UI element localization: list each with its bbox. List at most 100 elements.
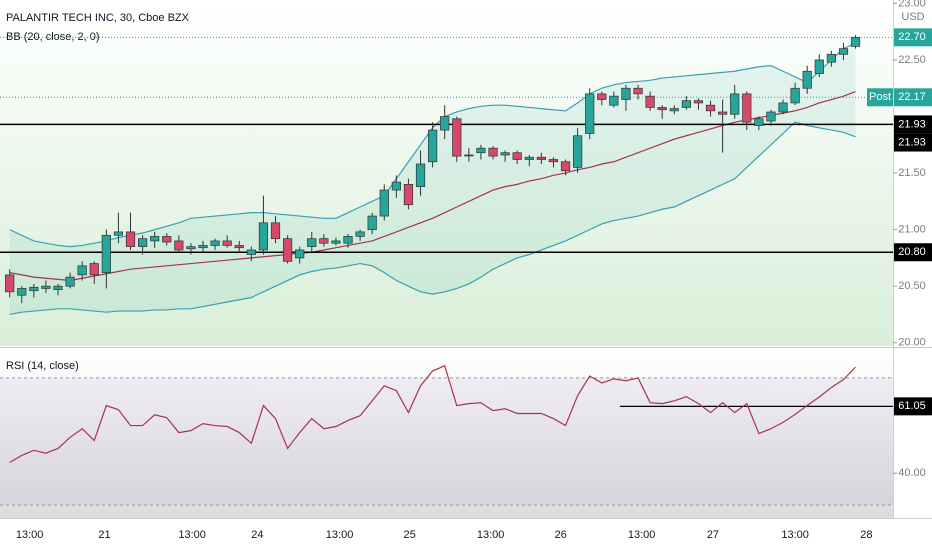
candle-body (41, 285, 51, 289)
candle-body (585, 93, 595, 134)
y-tick-label: 22.50 (898, 54, 926, 66)
candle-body (125, 231, 136, 247)
candle-body (258, 222, 269, 251)
candle-body (621, 87, 631, 100)
x-tick-label: 13:00 (781, 529, 809, 541)
price-badge (894, 88, 932, 107)
candle-body (101, 234, 111, 273)
price-badge (894, 28, 932, 47)
x-tick-label: 28 (860, 529, 872, 541)
candle-body (597, 93, 607, 100)
x-tick-label: 27 (707, 529, 719, 541)
candle-body (681, 100, 691, 108)
candle-body (150, 236, 160, 242)
candle-body (548, 159, 559, 163)
candle-body (476, 147, 486, 154)
candle-body (210, 240, 220, 246)
candle-body (645, 95, 655, 108)
candle-body (838, 48, 849, 55)
candle-body (355, 231, 365, 237)
y-tick-label: 21.50 (898, 167, 926, 179)
candle-body (609, 95, 619, 106)
bb-basis (9, 91, 856, 282)
candle-body (693, 100, 704, 104)
x-tick-label: 21 (98, 529, 110, 541)
candle-body (65, 276, 75, 287)
candle-body (742, 93, 752, 123)
x-tick-label: 13:00 (326, 529, 354, 541)
candle-body (657, 107, 667, 111)
candle-body (790, 87, 800, 104)
candle-body (174, 240, 184, 251)
candle-body (89, 263, 99, 276)
rsi-label: RSI (14, close) (6, 360, 79, 372)
candle-body (573, 135, 583, 168)
candle-body (415, 163, 426, 187)
candle-body (331, 240, 341, 244)
y-tick-label: 20.00 (898, 337, 926, 349)
currency: USD (901, 11, 924, 23)
x-tick-label: 24 (251, 529, 263, 541)
y-tick-label: 21.00 (898, 224, 926, 236)
candle-body (17, 288, 27, 296)
price-badge (894, 397, 932, 416)
candle-body (137, 238, 148, 247)
candle-body (850, 36, 861, 47)
candle-body (730, 93, 740, 115)
candle-body (705, 104, 716, 112)
candle-body (186, 246, 196, 250)
x-tick-label: 13:00 (178, 529, 206, 541)
candle-body (536, 156, 546, 160)
candle-body (307, 238, 317, 247)
candle-body (319, 238, 329, 244)
tag-label: Post (869, 91, 891, 103)
rsi-pane (0, 349, 893, 518)
candle-body (814, 59, 824, 74)
candle-body (524, 156, 534, 160)
candle-body (367, 215, 377, 230)
candle-body (77, 265, 87, 276)
candle-body (560, 161, 571, 172)
candle-body (222, 240, 232, 246)
price-badge-label: 21.93 (898, 136, 926, 148)
candle-body (295, 249, 305, 259)
price-badge (894, 133, 932, 152)
candle-body (512, 152, 522, 160)
bb-fill (9, 42, 856, 315)
price-badge (894, 115, 932, 134)
candle-body (802, 70, 812, 89)
candle-body (778, 102, 788, 113)
x-tick-label: 26 (555, 529, 567, 541)
candle-body (5, 274, 15, 293)
price-badge-label: 22.17 (898, 91, 926, 103)
x-tick-label: 13:00 (628, 529, 656, 541)
price-badge-label: 20.80 (898, 246, 926, 258)
candle-body (234, 245, 244, 249)
candle-body (343, 236, 353, 244)
rsi-line (9, 365, 856, 463)
candle-body (826, 53, 836, 63)
candle-body (464, 154, 474, 157)
main-pane (0, 0, 893, 346)
candle-body (379, 189, 389, 217)
x-tick-label: 13:00 (477, 529, 505, 541)
candle-body (246, 249, 256, 255)
price-badge-label: 22.70 (898, 31, 926, 43)
candle-body (488, 147, 498, 157)
candle-body (270, 222, 281, 240)
candle-body (452, 118, 462, 157)
candle-body (440, 116, 450, 131)
price-badge-label: 21.93 (898, 118, 926, 130)
candle-body (754, 118, 764, 126)
x-tick-label: 25 (404, 529, 416, 541)
x-tick-label: 13:00 (16, 529, 44, 541)
candle-body (113, 231, 124, 236)
candle-body (282, 238, 293, 262)
y-tick-label: 20.50 (898, 280, 926, 292)
candle-body (428, 129, 438, 163)
candle-body (669, 108, 679, 112)
indicator-label: BB (20, close, 2, 0) (6, 31, 100, 43)
price-badge-label: 61.05 (898, 400, 926, 412)
candle-body (633, 87, 643, 95)
